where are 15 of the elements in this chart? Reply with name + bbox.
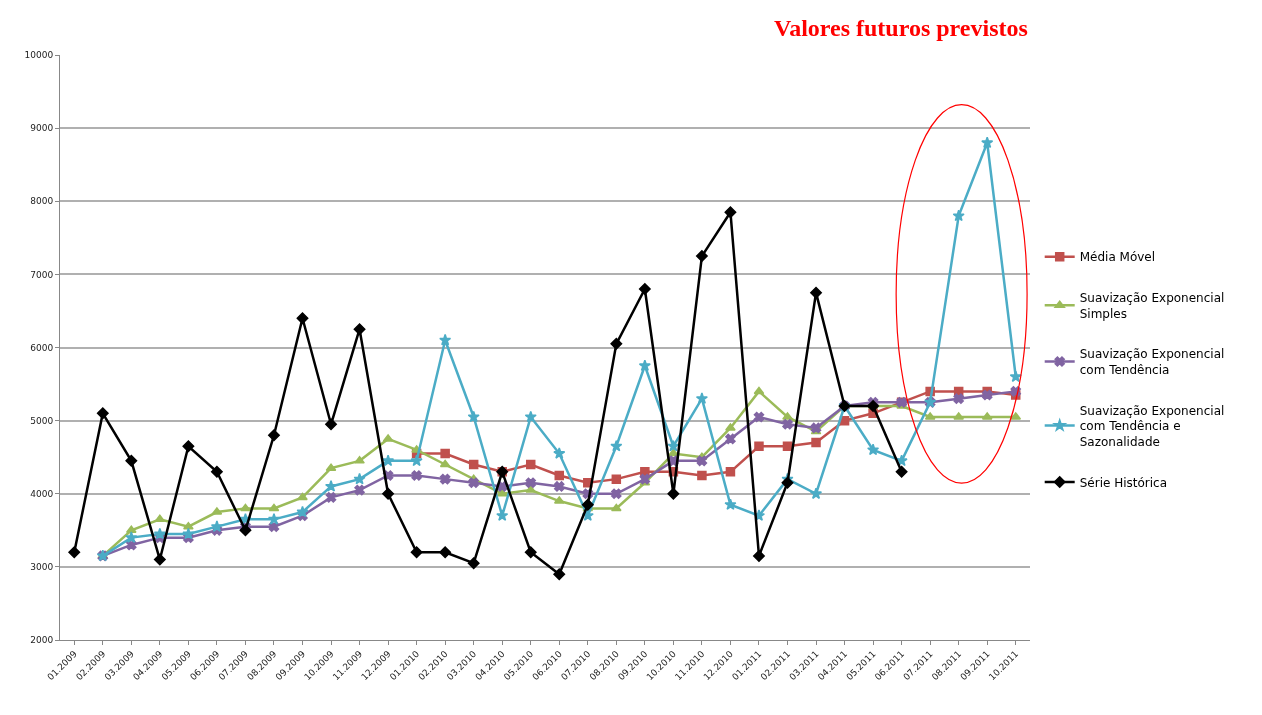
- text: Valores futuros previstos: [774, 15, 1028, 41]
- y-tick-label: 10000: [24, 50, 54, 61]
- legend-label: Suavização Exponencial com Tendência: [1079, 347, 1225, 377]
- legend-label: Suavização Exponencial com Tendência e Sazonalidade: [1079, 403, 1225, 449]
- legend-label: Suavização Exponencial Simples: [1079, 291, 1225, 321]
- y-tick-label: 9000: [30, 123, 54, 134]
- y-tick-label: 4000: [30, 488, 54, 499]
- y-tick-label: 5000: [30, 415, 54, 426]
- y-tick-label: 3000: [30, 562, 54, 573]
- legend-label: Série Histórica: [1079, 475, 1168, 490]
- y-tick-label: 6000: [30, 342, 54, 353]
- y-tick-label: 7000: [30, 269, 54, 280]
- y-tick-label: 2000: [30, 635, 54, 646]
- y-tick-label: 8000: [30, 196, 54, 207]
- legend-label: Média Móvel: [1079, 250, 1156, 265]
